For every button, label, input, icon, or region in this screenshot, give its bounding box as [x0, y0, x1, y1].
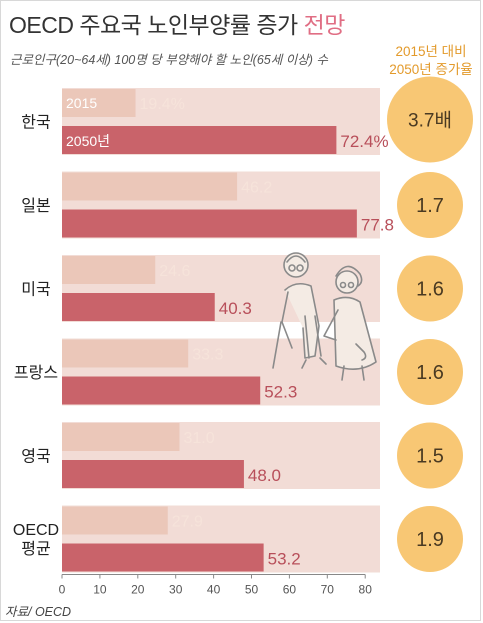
- bar-2050: [62, 376, 261, 405]
- ratio-circle: [397, 422, 463, 489]
- ratio-label: 3.7배: [408, 110, 452, 132]
- value-label-2050: 48.0: [248, 466, 281, 485]
- value-label-2050: 52.3: [264, 383, 297, 402]
- x-tick-label: 70: [321, 583, 335, 597]
- bar-2015: [62, 172, 238, 201]
- chart-subtitle: 근로인구(20~64세) 100명 당 부양해야 할 노인(65세 이상) 수: [10, 53, 328, 67]
- ratio-circle: [397, 339, 463, 405]
- bar-2015: [62, 339, 189, 368]
- title-suffix: 전망: [303, 12, 346, 38]
- bar-2050: [62, 293, 215, 321]
- x-tick-label: 0: [59, 583, 66, 597]
- value-label-2015: 46.2: [241, 180, 272, 197]
- bar-2015: [62, 423, 180, 451]
- bars: 19.4% 72.4% 2015 2050년 46.2 77.8 24.6 40.3 33.3 5…: [62, 89, 394, 572]
- bar-2050: [62, 543, 264, 572]
- ratio-label: 1.6: [416, 279, 444, 301]
- bar-2015: [62, 89, 136, 117]
- x-tick-label: 40: [207, 583, 221, 597]
- value-label-2050: 77.8: [361, 216, 394, 235]
- ratio-circles: 3.7배 1.7 1.6 1.6 1.5 1.9: [387, 76, 473, 572]
- value-label-2015: 24.6: [159, 263, 190, 280]
- value-label-2050: 53.2: [268, 550, 301, 569]
- series-label-2015: 2015: [66, 95, 97, 111]
- bar-2015: [62, 256, 156, 284]
- bar-2050: [62, 460, 244, 488]
- ratio-column-header: 2015년 대비 2050년 증가율: [380, 43, 482, 79]
- bar-2050: [62, 126, 337, 154]
- category-label: OECD 평균: [13, 522, 59, 558]
- x-tick-label: 80: [359, 583, 373, 597]
- value-label-2050: 40.3: [219, 299, 252, 318]
- ratio-circle: [397, 255, 463, 322]
- ratio-header-line2: 2050년 증가율: [389, 62, 473, 77]
- ratio-label: 1.7: [416, 195, 444, 217]
- x-axis: 0 10 20 30 40 50 60 70 80: [59, 574, 373, 597]
- x-tick-label: 50: [245, 583, 259, 597]
- ratio-circle: [397, 506, 463, 572]
- value-label-2015: 19.4%: [140, 96, 185, 113]
- ratio-circle: [397, 172, 463, 238]
- x-tick-label: 10: [93, 583, 107, 597]
- x-tick-label: 20: [131, 583, 145, 597]
- category-label: 미국: [21, 281, 50, 299]
- x-tick-label: 30: [169, 583, 183, 597]
- ratio-circle: [387, 76, 473, 163]
- value-label-2015: 33.3: [192, 347, 223, 364]
- row-panels: [62, 88, 380, 573]
- x-tick-label: 60: [283, 583, 297, 597]
- series-label-2050: 2050년: [66, 133, 110, 149]
- category-label: 영국: [21, 448, 50, 466]
- bar-2015: [62, 506, 168, 535]
- elderly-couple-illustration: [272, 252, 377, 381]
- category-label: 일본: [21, 197, 50, 215]
- category-label: 프랑스: [14, 364, 58, 382]
- source-note: 자료/ OECD: [5, 605, 72, 619]
- page-title: OECD 주요국 노인부양률 증가 전망: [9, 12, 346, 38]
- ratio-label: 1.6: [416, 362, 444, 384]
- value-label-2050: 72.4%: [340, 132, 388, 151]
- ratio-label: 1.5: [416, 446, 444, 468]
- category-label: 한국: [21, 114, 50, 132]
- value-label-2015: 31.0: [183, 430, 214, 447]
- ratio-label: 1.9: [416, 529, 444, 551]
- bar-2050: [62, 209, 357, 238]
- value-label-2015: 27.9: [172, 514, 203, 531]
- ratio-header-line1: 2015년 대비: [395, 44, 467, 59]
